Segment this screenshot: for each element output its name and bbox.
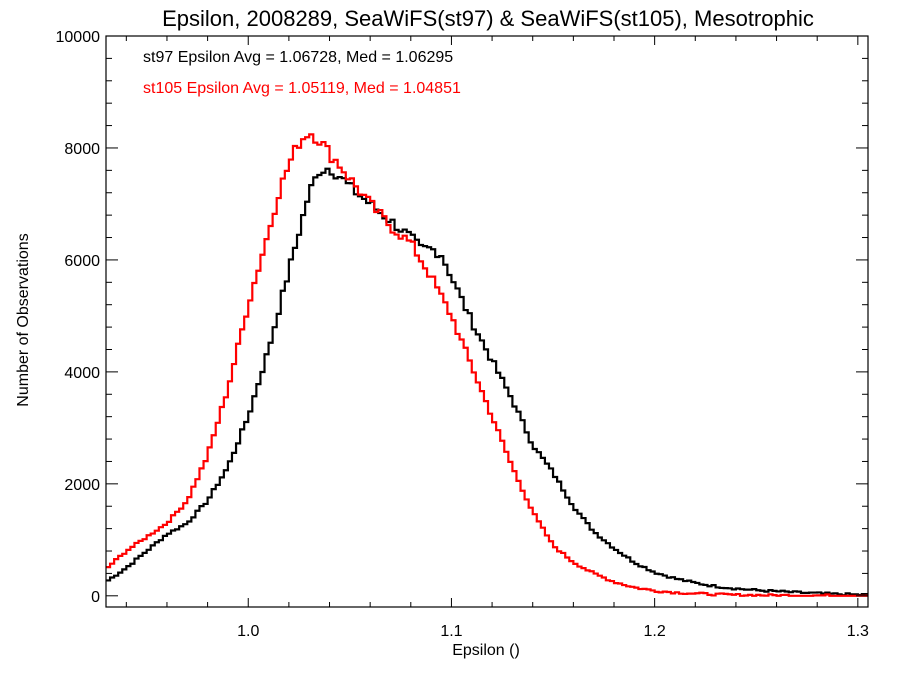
annotation-st105: st105 Epsilon Avg = 1.05119, Med = 1.048… <box>143 80 461 97</box>
annotation-st97: st97 Epsilon Avg = 1.06728, Med = 1.0629… <box>143 49 453 66</box>
plot-frame <box>105 35 869 608</box>
y-tick-label: 6000 <box>64 253 100 270</box>
chart-title: Epsilon, 2008289, SeaWiFS(st97) & SeaWiF… <box>162 6 814 31</box>
series-line-0 <box>106 167 868 597</box>
y-tick-label: 0 <box>91 589 100 606</box>
y-tick-label: 10000 <box>56 29 101 46</box>
y-axis-label: Number of Observations <box>15 233 32 406</box>
series-layer <box>106 133 868 597</box>
x-tick-label: 1.3 <box>847 623 869 640</box>
y-tick-label: 2000 <box>64 477 100 494</box>
y-tick-label: 4000 <box>64 365 100 382</box>
x-tick-label: 1.0 <box>237 623 259 640</box>
series-line-1 <box>106 133 868 597</box>
x-tick-label: 1.1 <box>440 623 462 640</box>
x-tick-label: 1.2 <box>644 623 666 640</box>
y-tick-label: 8000 <box>64 141 100 158</box>
x-axis-label: Epsilon () <box>452 642 520 659</box>
axis-layer: 1.0 1.1 1.2 1.3 0 2000 4000 6000 8000 10000 <box>56 29 870 640</box>
